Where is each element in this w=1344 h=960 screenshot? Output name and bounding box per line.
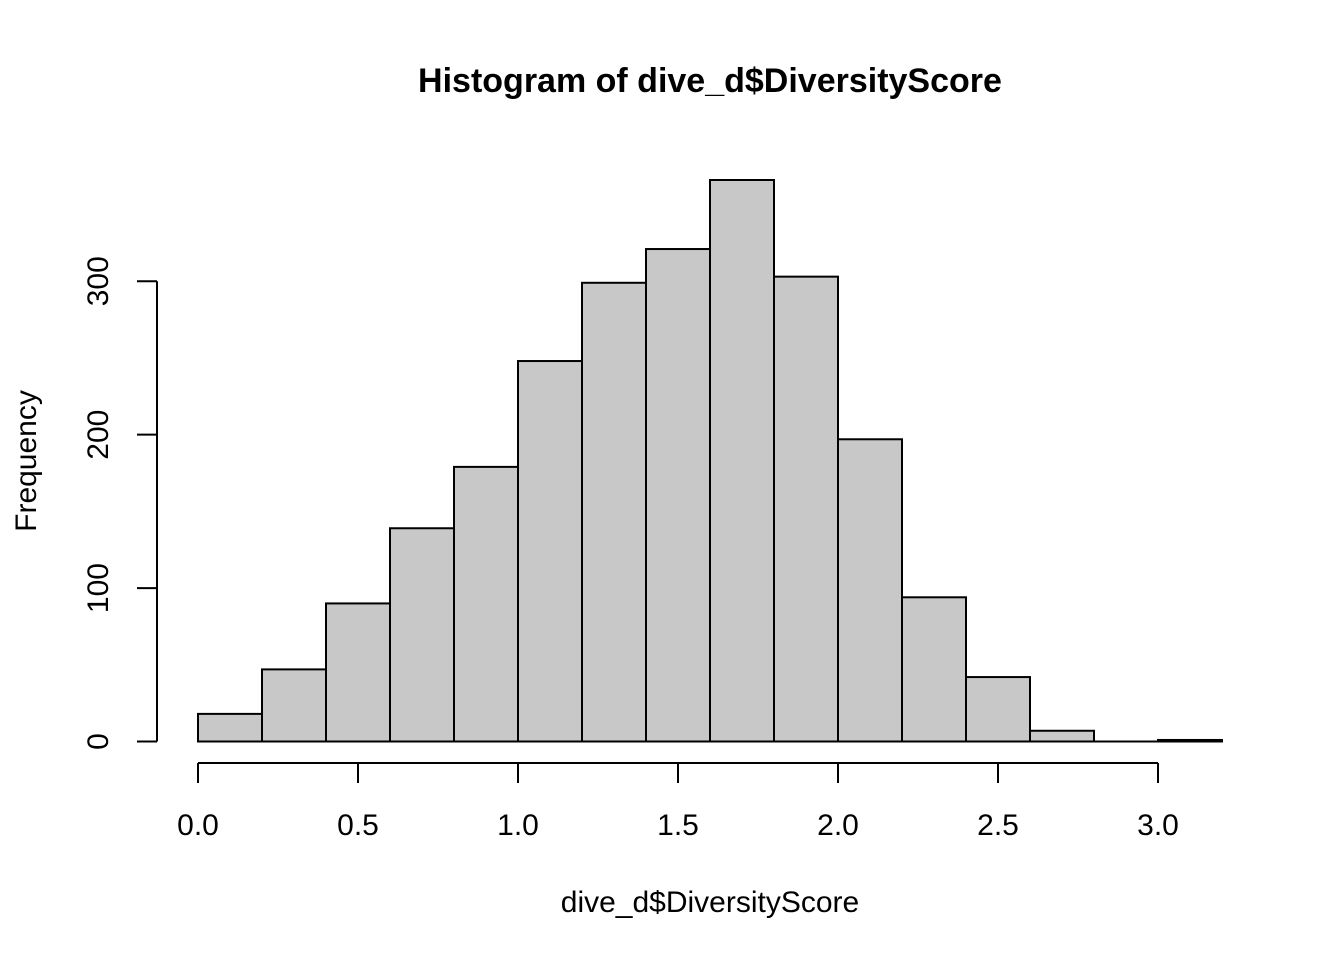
histogram-bar (325, 602, 391, 743)
y-tick-label: 300 (82, 256, 115, 306)
x-tick-label: 1.0 (497, 809, 539, 842)
x-tick-label: 1.5 (657, 809, 699, 842)
histogram-bar (837, 438, 903, 743)
histogram-bar (389, 527, 455, 743)
chart-title: Histogram of dive_d$DiversityScore (418, 62, 1002, 100)
histogram-bar (261, 668, 327, 743)
y-tick-label: 200 (82, 410, 115, 460)
y-tick-label: 100 (82, 563, 115, 613)
histogram-bar (901, 596, 967, 743)
histogram-bar (1157, 738, 1223, 743)
x-tick-label: 3.0 (1137, 809, 1179, 842)
histogram-bar (645, 248, 711, 743)
x-tick-label: 2.0 (817, 809, 859, 842)
x-tick-label: 0.5 (337, 809, 379, 842)
histogram-bar (709, 179, 775, 743)
histogram-bar (581, 281, 647, 743)
x-tick-label: 2.5 (977, 809, 1019, 842)
histogram-bar (1029, 729, 1095, 743)
histogram-bar (965, 676, 1031, 743)
y-axis-label: Frequency (10, 390, 43, 532)
bars-group (197, 179, 1223, 743)
x-axis-label: dive_d$DiversityScore (561, 886, 859, 919)
histogram-bar (773, 275, 839, 743)
histogram-bar (453, 465, 519, 743)
histogram-bar (197, 712, 263, 743)
histogram-bar (517, 360, 583, 743)
x-axis: 0.0 0.5 1.0 1.5 2.0 2.5 3.0 (177, 762, 1179, 842)
y-axis: 0 100 200 300 (82, 256, 158, 750)
x-tick-label: 0.0 (177, 809, 219, 842)
y-tick-label: 0 (82, 733, 115, 750)
